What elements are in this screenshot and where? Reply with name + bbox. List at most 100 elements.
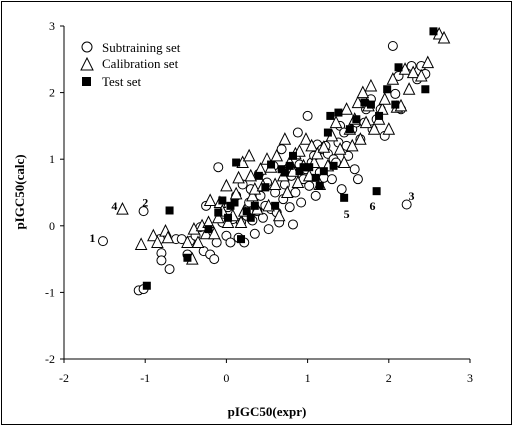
point-test	[254, 171, 263, 180]
point-calibration	[211, 210, 225, 224]
point-subtraining	[287, 219, 298, 230]
y-tick-label: -1	[45, 285, 55, 299]
point-calibration	[382, 122, 396, 135]
point-test	[204, 225, 213, 234]
point-test	[372, 187, 381, 196]
point-subtraining	[390, 88, 401, 99]
point-subtraining	[352, 174, 363, 185]
point-annotation-2: 2	[142, 195, 148, 209]
point-subtraining	[310, 190, 321, 201]
point-test	[142, 281, 151, 290]
point-subtraining	[284, 202, 295, 213]
point-test	[226, 201, 235, 210]
point-calibration	[221, 215, 235, 228]
point-test	[429, 27, 438, 36]
point-test	[334, 108, 343, 117]
point-calibration	[333, 142, 347, 155]
legend-label-calibration: Calibration set	[102, 56, 179, 71]
point-subtraining	[304, 180, 315, 191]
point-test	[224, 213, 233, 222]
point-calibration	[232, 170, 245, 184]
x-tick-label: 1	[305, 371, 311, 385]
point-calibration	[181, 235, 194, 248]
x-axis-title: pIGC50(expr)	[228, 404, 307, 419]
point-test	[311, 173, 320, 182]
point-calibration	[272, 208, 286, 222]
point-test	[237, 235, 246, 244]
legend-label-test: Test set	[102, 74, 142, 89]
legend-marker-subtraining	[81, 41, 93, 53]
legend-marker-calibration	[80, 56, 94, 71]
point-calibration	[364, 78, 378, 92]
point-test	[271, 201, 280, 210]
point-calibration	[299, 132, 313, 145]
point-test	[261, 183, 270, 192]
point-test	[218, 196, 227, 205]
point-calibration	[421, 55, 435, 69]
x-tick-label: -1	[140, 371, 150, 385]
point-calibration	[402, 82, 416, 95]
point-test	[230, 198, 239, 207]
point-test	[242, 207, 251, 216]
point-subtraining	[138, 206, 149, 217]
point-calibration	[234, 215, 248, 228]
point-calibration	[191, 235, 205, 248]
point-calibration	[116, 202, 129, 215]
point-subtraining	[211, 237, 222, 248]
point-calibration	[354, 132, 367, 145]
point-calibration	[356, 85, 370, 99]
point-subtraining	[249, 228, 260, 239]
point-calibration	[280, 185, 294, 198]
point-test	[305, 163, 314, 172]
point-subtraining	[257, 212, 268, 223]
point-calibration	[291, 175, 305, 189]
legend: Subtraining set Calibration set Test set	[80, 40, 181, 89]
point-subtraining	[401, 199, 412, 210]
x-tick-label: 2	[386, 371, 392, 385]
point-subtraining	[292, 127, 303, 138]
point-annotation-4: 4	[111, 199, 117, 213]
point-test	[295, 167, 304, 176]
point-test	[246, 213, 255, 222]
point-calibration	[244, 168, 258, 182]
point-test	[375, 111, 384, 120]
point-test	[214, 208, 223, 217]
point-test	[352, 115, 361, 124]
point-test	[323, 128, 332, 137]
point-subtraining	[213, 162, 224, 173]
point-test	[326, 111, 335, 120]
point-test	[394, 63, 403, 72]
point-calibration	[414, 68, 428, 82]
point-calibration	[437, 30, 451, 44]
point-subtraining	[156, 255, 167, 266]
y-tick-label: 2	[49, 86, 55, 100]
chart-frame: -2 -1 0 1 2 3 3 2 1 0 -1 -2 1 2 3 4 5 6 pIGC50(expr) pIG…	[1, 1, 512, 425]
y-tick-label: 3	[49, 19, 55, 33]
point-annotation-1: 1	[89, 231, 95, 245]
point-subtraining	[209, 254, 220, 265]
legend-marker-test	[82, 77, 91, 86]
point-calibration	[305, 138, 318, 152]
point-subtraining	[302, 110, 313, 121]
point-calibration	[329, 115, 343, 129]
point-calibration	[248, 182, 262, 195]
point-test	[319, 167, 328, 176]
point-subtraining	[263, 224, 274, 235]
point-test	[345, 125, 354, 134]
legend-label-subtraining: Subtraining set	[102, 40, 181, 55]
point-subtraining	[97, 236, 108, 247]
point-calibration	[270, 148, 284, 162]
point-calibration	[187, 222, 201, 235]
point-calibration	[207, 226, 221, 240]
point-calibration	[151, 235, 164, 248]
point-test	[329, 161, 338, 170]
point-calibration	[406, 65, 420, 79]
point-calibration	[337, 155, 351, 169]
point-subtraining	[326, 174, 337, 185]
point-test	[280, 168, 289, 177]
point-calibration	[340, 102, 353, 115]
point-calibration	[317, 140, 331, 153]
point-test	[288, 151, 297, 160]
point-calibration	[203, 193, 217, 206]
